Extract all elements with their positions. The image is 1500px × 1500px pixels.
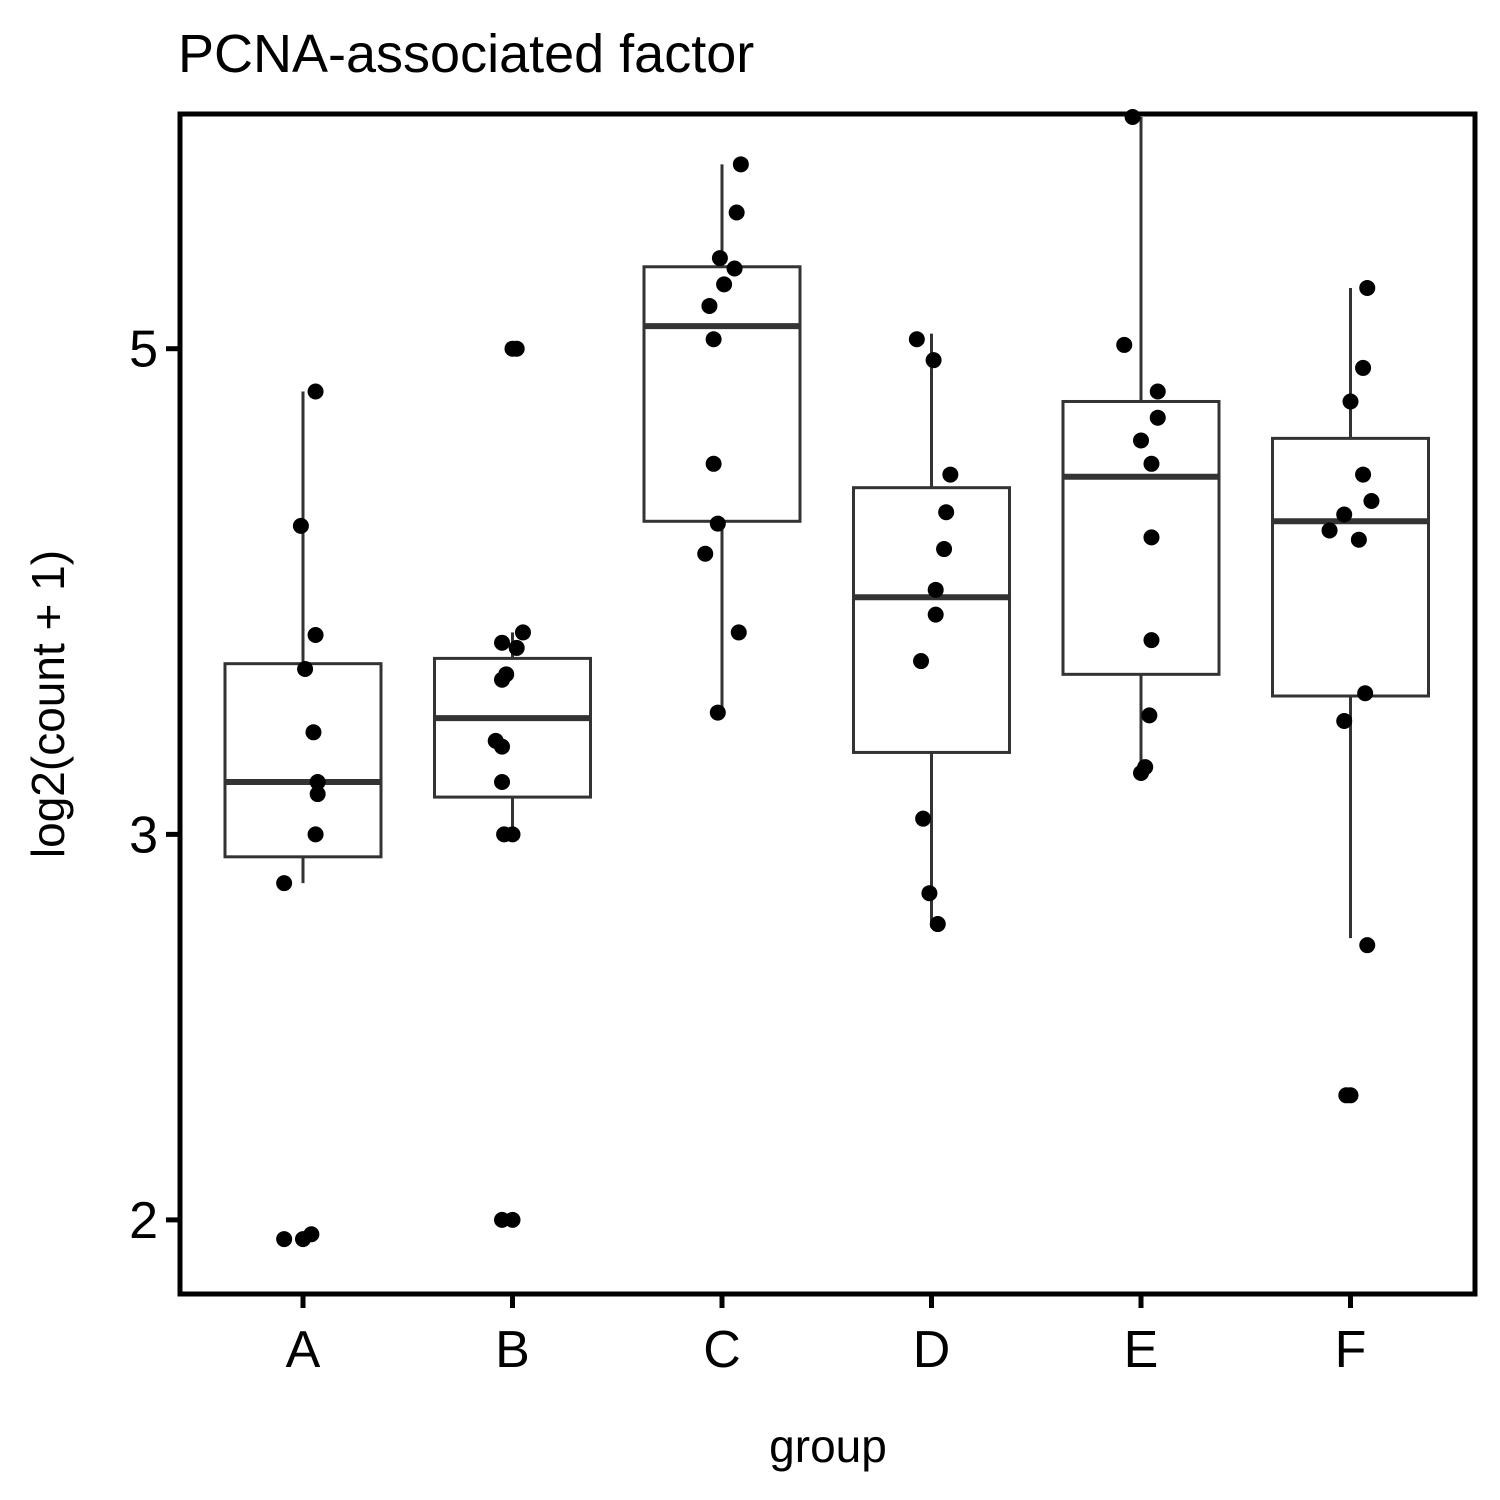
data-point-f xyxy=(1357,685,1374,702)
data-point-e xyxy=(1143,632,1160,649)
data-point-f xyxy=(1342,393,1359,410)
data-point-d xyxy=(942,466,959,483)
data-point-f xyxy=(1363,492,1380,509)
data-point-f xyxy=(1321,522,1338,539)
data-point-c xyxy=(705,455,722,472)
data-point-d xyxy=(929,916,946,933)
data-point-a xyxy=(307,383,324,400)
x-axis-title: group xyxy=(769,1420,887,1472)
box-body xyxy=(642,265,802,523)
data-point-a xyxy=(309,786,326,803)
data-point-a xyxy=(297,660,314,677)
box-body xyxy=(433,656,592,799)
data-point-b xyxy=(504,1211,521,1228)
data-point-e xyxy=(1141,707,1158,724)
data-point-f xyxy=(1336,506,1353,523)
data-point-e xyxy=(1149,409,1166,426)
data-point-b xyxy=(494,738,511,755)
y-tick-label: 2 xyxy=(129,1192,158,1250)
data-point-e xyxy=(1133,432,1149,449)
data-point-a xyxy=(276,875,293,892)
data-point-f xyxy=(1359,937,1376,954)
data-point-e xyxy=(1143,455,1160,472)
x-tick-label-f: F xyxy=(1335,1321,1367,1379)
data-point-a xyxy=(292,517,309,534)
data-point-e xyxy=(1133,765,1149,782)
box-f xyxy=(1271,287,1430,939)
data-point-d xyxy=(908,331,925,348)
data-point-c xyxy=(711,250,728,267)
data-point-b xyxy=(508,340,525,357)
data-point-c xyxy=(728,204,745,221)
box-c xyxy=(642,164,802,713)
data-point-a xyxy=(307,626,324,643)
data-point-d xyxy=(938,504,955,521)
data-point-d xyxy=(936,541,953,558)
data-point-c xyxy=(709,704,726,721)
data-point-f xyxy=(1350,531,1367,548)
y-tick-label: 5 xyxy=(129,321,158,379)
data-points xyxy=(276,108,1380,1248)
data-point-b xyxy=(504,826,521,843)
x-tick-label-d: D xyxy=(913,1321,951,1379)
data-point-c xyxy=(726,260,743,277)
data-point-d xyxy=(927,581,944,598)
data-point-d xyxy=(925,352,942,369)
data-point-c xyxy=(705,331,722,348)
plot-panel-border xyxy=(177,111,1478,1297)
x-tick-label-c: C xyxy=(703,1321,741,1379)
data-point-d xyxy=(915,810,932,827)
y-axis-title: log2(count + 1) xyxy=(22,550,74,858)
y-tick-label: 3 xyxy=(129,806,158,864)
box-body xyxy=(223,662,383,859)
data-point-c xyxy=(697,545,714,562)
data-point-a xyxy=(309,773,326,790)
data-point-f xyxy=(1359,279,1376,296)
data-point-d xyxy=(913,653,930,670)
data-point-c xyxy=(730,624,747,641)
data-point-b xyxy=(508,639,525,656)
data-point-b xyxy=(494,671,511,688)
box-body xyxy=(1271,436,1430,698)
data-point-a xyxy=(307,826,324,843)
box-d xyxy=(852,333,1011,928)
data-point-f xyxy=(1355,359,1372,376)
data-point-b xyxy=(514,624,531,641)
box-b xyxy=(433,632,592,835)
data-point-e xyxy=(1149,383,1166,400)
y-axis: 2 3 5 xyxy=(129,321,180,1250)
data-point-f xyxy=(1336,712,1353,729)
data-point-e xyxy=(1143,529,1160,546)
data-point-a xyxy=(303,1226,320,1243)
data-point-d xyxy=(927,606,944,623)
box-a xyxy=(223,391,383,884)
data-point-e xyxy=(1116,336,1133,353)
x-axis: A B C D E F xyxy=(286,1294,1367,1379)
data-point-f xyxy=(1355,466,1372,483)
plot-area xyxy=(223,108,1430,1248)
data-point-c xyxy=(732,156,749,173)
data-point-f xyxy=(1342,1087,1359,1104)
data-point-c xyxy=(709,515,726,532)
x-tick-label-b: B xyxy=(495,1321,530,1379)
data-point-c xyxy=(701,297,718,314)
x-tick-label-e: E xyxy=(1124,1321,1159,1379)
data-point-c xyxy=(716,276,733,293)
data-point-a xyxy=(276,1231,293,1248)
chart-title: PCNA-associated factor xyxy=(178,24,754,84)
data-point-d xyxy=(921,885,938,902)
data-point-e xyxy=(1124,108,1141,125)
x-tick-label-a: A xyxy=(286,1321,321,1379)
data-point-b xyxy=(494,634,511,651)
data-point-b xyxy=(494,773,511,790)
data-point-a xyxy=(305,724,322,741)
